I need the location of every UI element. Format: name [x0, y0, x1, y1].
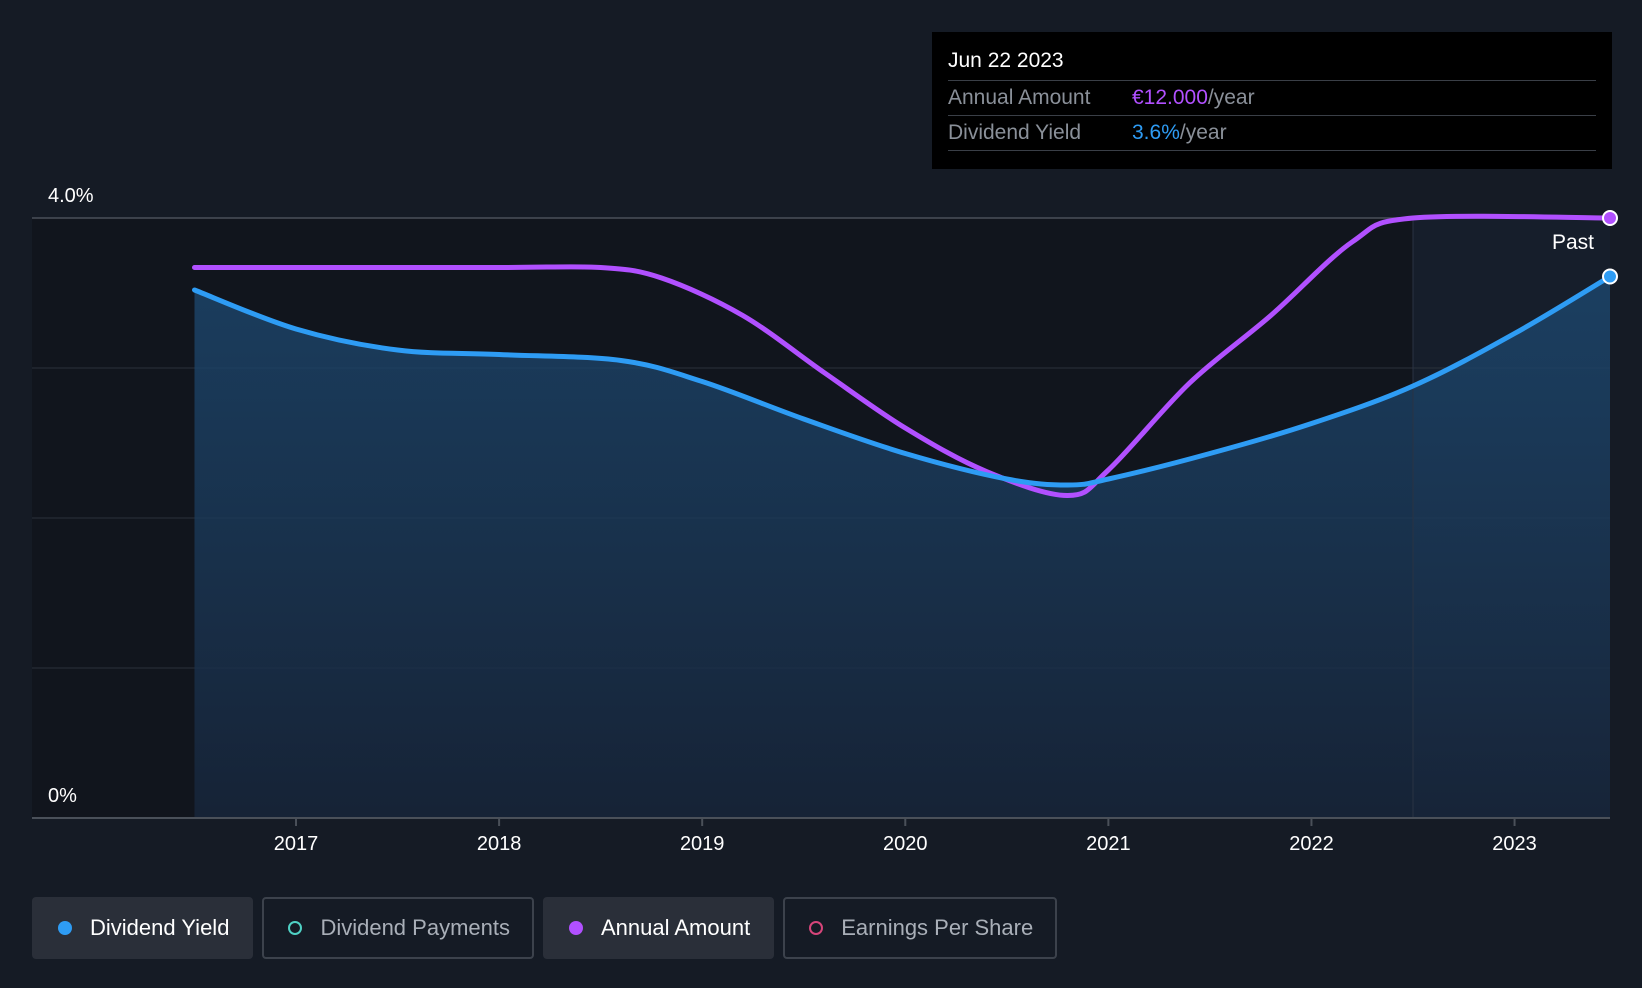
tooltip-yield-label: Dividend Yield — [948, 121, 1082, 144]
legend-label: Dividend Payments — [320, 915, 510, 940]
annual-amount-end-marker[interactable] — [1602, 210, 1618, 226]
legend-dividend-yield[interactable]: Dividend Yield — [32, 897, 254, 959]
legend-dot-icon — [568, 921, 583, 935]
tooltip-annual-row: Annual Amount €12.000/year — [948, 81, 1596, 116]
dividend-yield-end-marker[interactable] — [1602, 268, 1618, 285]
legend-dot-icon — [58, 921, 72, 935]
x-tick-label: 2017 — [274, 833, 319, 855]
tooltip-yield-unit: /year — [1179, 121, 1227, 144]
dividend-yield-area — [194, 276, 1610, 818]
x-tick-label: 2020 — [883, 833, 928, 855]
legend-label: Dividend Yield — [90, 915, 230, 940]
legend-label: Annual Amount — [600, 915, 751, 940]
x-tick-label: 2019 — [680, 833, 725, 855]
tooltip-yield-value: 3.6% — [1132, 121, 1180, 144]
hover-tooltip: Jun 22 2023 Annual Amount €12.000/year D… — [932, 32, 1612, 169]
legend-dividend-payments[interactable]: Dividend Payments — [262, 897, 534, 959]
annual-amount-line — [192, 213, 1613, 499]
tooltip-annual-value: €12.000 — [1132, 86, 1208, 109]
legend-label: Earnings Per Share — [841, 915, 1034, 940]
tooltip-yield-row: Dividend Yield 3.6%/year — [948, 116, 1596, 151]
x-axis-ticks: 2017 2018 2019 2020 2021 2022 2023 — [274, 818, 1537, 855]
x-tick-label: 2023 — [1492, 833, 1537, 855]
legend-annual-amount[interactable]: Annual Amount — [542, 897, 775, 959]
y-tick-label-top: 4.0% — [48, 185, 94, 207]
legend-dot-icon — [809, 921, 824, 935]
chart-legend: Dividend Yield Dividend Payments Annual … — [32, 897, 1058, 959]
x-tick-label: 2021 — [1086, 833, 1131, 855]
y-tick-label-bottom: 0% — [48, 785, 77, 807]
past-label: Past — [1552, 231, 1594, 254]
tooltip-annual-label: Annual Amount — [948, 86, 1091, 109]
legend-dot-icon — [288, 921, 303, 935]
x-tick-label: 2018 — [477, 833, 522, 855]
tooltip-date: Jun 22 2023 — [948, 46, 1596, 81]
dividend-yield-line — [192, 274, 1613, 488]
legend-earnings-per-share[interactable]: Earnings Per Share — [783, 897, 1058, 959]
tooltip-annual-unit: /year — [1207, 86, 1255, 109]
x-tick-label: 2022 — [1289, 833, 1334, 855]
